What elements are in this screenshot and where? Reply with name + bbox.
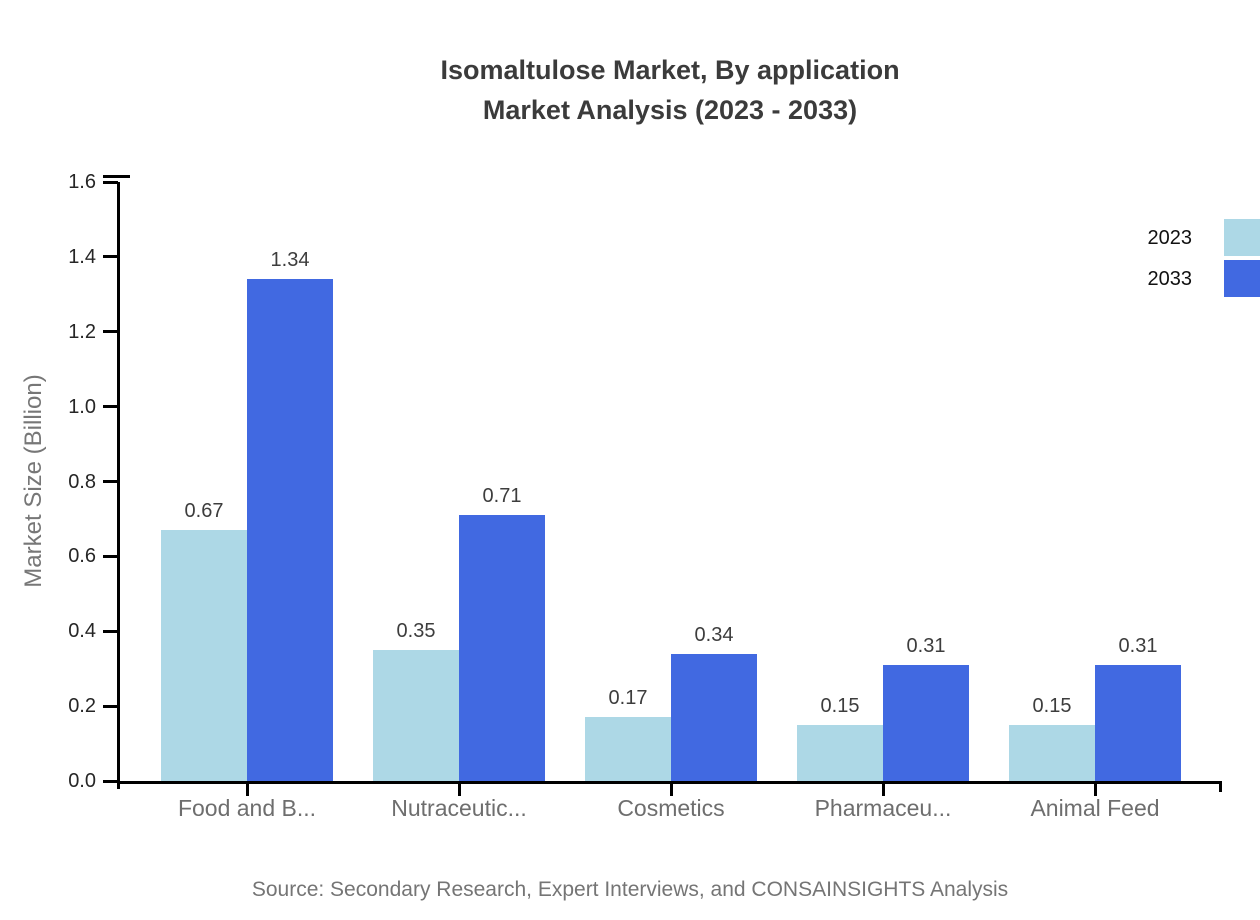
x-category-label: Nutraceutic... — [391, 795, 527, 821]
y-tick — [103, 554, 118, 558]
legend-item-2033[interactable]: 2033 — [0, 260, 1260, 298]
legend-label-2033: 2033 — [1147, 268, 1193, 290]
x-category-label: Animal Feed — [1030, 795, 1160, 821]
bar-2023-3 — [585, 717, 671, 781]
legend-label-2023: 2023 — [1147, 227, 1193, 249]
y-tick-label: 0.4 — [68, 620, 96, 643]
bar-value-label: 0.34 — [694, 623, 734, 646]
legend-swatch-2023-icon — [1224, 219, 1260, 256]
y-tick-label: 0.8 — [68, 470, 96, 493]
bar-value-label: 0.67 — [184, 500, 224, 523]
y-tick — [103, 255, 118, 259]
bar-value-label: 0.15 — [1032, 694, 1072, 717]
x-category-label: Cosmetics — [617, 795, 725, 821]
y-tick-label: 0.6 — [68, 545, 96, 568]
x-tick — [669, 781, 673, 796]
y-tick — [103, 629, 118, 633]
bar-2023-2 — [373, 649, 459, 781]
bar-2023-5 — [1009, 724, 1095, 781]
y-tick-label: 0.0 — [68, 770, 96, 792]
y-tick-label: 1.6 — [68, 171, 96, 193]
bar-2033-5 — [1095, 664, 1181, 781]
bar-value-label: 0.17 — [608, 687, 648, 710]
y-tick-label: 0.2 — [68, 695, 96, 718]
bar-2023-4 — [797, 724, 883, 781]
bar-value-label: 1.34 — [270, 249, 310, 272]
x-tick — [881, 781, 885, 796]
x-axis-end-tick — [1219, 781, 1222, 792]
y-axis-line — [117, 182, 120, 789]
x-tick — [1093, 781, 1097, 796]
bar-2033-4 — [883, 664, 969, 781]
y-tick — [103, 180, 118, 184]
bar-2033-3 — [671, 653, 757, 781]
bar-2023-1 — [161, 530, 247, 781]
chart-title: Isomaltulose Market, By application Mark… — [118, 50, 1222, 130]
bar-2033-1 — [247, 279, 333, 781]
y-tick — [103, 480, 118, 483]
x-tick — [457, 781, 461, 796]
y-tick — [103, 704, 118, 708]
y-tick-label: 1.0 — [68, 395, 96, 418]
y-tick — [103, 405, 118, 409]
chart-title-line1: Isomaltulose Market, By application — [440, 55, 900, 85]
legend-swatch-2033-icon — [1224, 260, 1260, 297]
bar-value-label: 0.31 — [1118, 634, 1158, 657]
source-attribution: Source: Secondary Research, Expert Inter… — [251, 878, 1009, 901]
y-tick-label: 1.4 — [68, 245, 96, 268]
y-tick — [103, 779, 118, 783]
y-tick — [103, 330, 118, 334]
x-category-label: Food and B... — [177, 795, 317, 821]
bar-2033-2 — [459, 515, 545, 781]
bar-value-label: 0.31 — [906, 634, 946, 657]
x-tick — [245, 781, 249, 796]
bar-value-label: 0.35 — [396, 619, 436, 642]
bar-value-label: 0.71 — [482, 485, 522, 508]
x-category-label: Pharmaceu... — [814, 795, 952, 821]
legend-item-2023[interactable]: 2023 — [0, 219, 1260, 257]
y-tick-label: 1.2 — [68, 320, 96, 343]
chart-title-line2: Market Analysis (2023 - 2033) — [482, 95, 858, 125]
y-axis-top-cap — [103, 175, 130, 178]
bar-value-label: 0.15 — [820, 694, 860, 717]
